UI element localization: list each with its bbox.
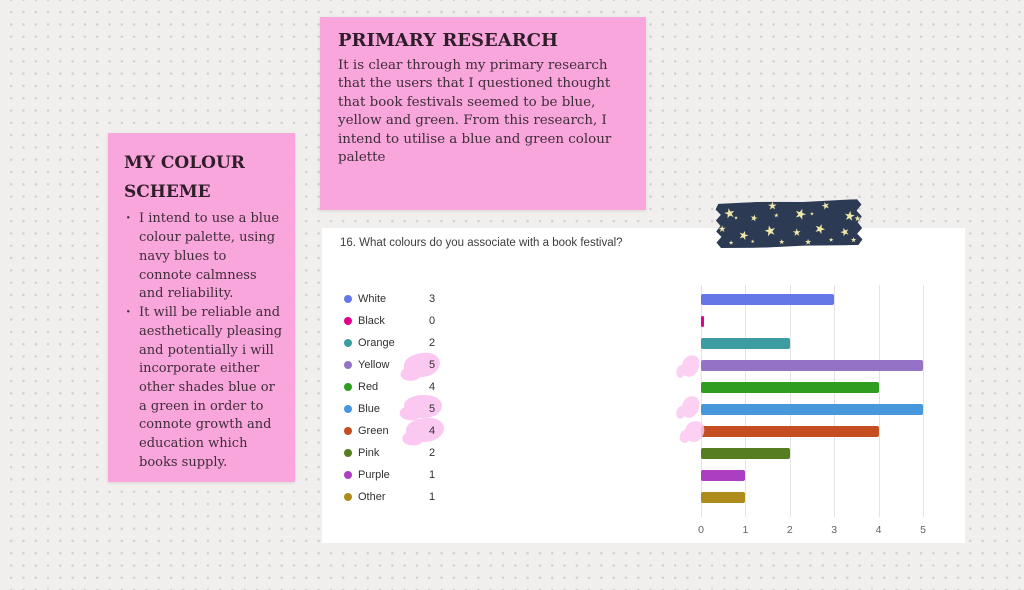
star-icon: ★ bbox=[850, 236, 857, 245]
star-icon: ★ bbox=[748, 212, 760, 224]
legend-row: Purple 1 bbox=[344, 464, 435, 486]
chart-legend: White 3 Black 0 Orange 2 Yellow 5 Red 4 Blue 5 Green… bbox=[344, 288, 435, 508]
star-icon: ★ bbox=[811, 219, 829, 238]
star-icon: ★ bbox=[736, 227, 751, 244]
bar-red bbox=[701, 382, 879, 393]
legend-color-dot-icon bbox=[344, 493, 352, 501]
legend-color-dot-icon bbox=[344, 361, 352, 369]
legend-response-count: 5 bbox=[429, 403, 436, 415]
legend-row: Pink 2 bbox=[344, 442, 435, 464]
star-icon: ★ bbox=[767, 200, 778, 213]
star-icon: ★ bbox=[792, 227, 802, 239]
bar-green bbox=[701, 426, 879, 437]
gridline bbox=[878, 285, 880, 517]
star-icon: ★ bbox=[728, 240, 734, 247]
star-icon: ★ bbox=[809, 212, 815, 218]
note-bullet: It will be reliable and aesthetically pl… bbox=[124, 304, 283, 472]
star-icon: ★ bbox=[778, 238, 785, 247]
sticky-note-colour-scheme[interactable]: MY COLOUR SCHEME I intend to use a blue … bbox=[108, 133, 295, 482]
star-icon: ★ bbox=[717, 223, 727, 234]
star-icon: ★ bbox=[820, 199, 832, 214]
note-title: MY COLOUR SCHEME bbox=[124, 153, 245, 203]
note-title: PRIMARY RESEARCH bbox=[338, 30, 558, 51]
washi-tape-sticker[interactable]: ★ ★ ★ ★ ★ ★ ★ ★ ★ ★ ★ ★ ★ ★ ★ ★ ★ ★ ★ ★ ★ ★ bbox=[715, 199, 862, 249]
legend-label: Black bbox=[358, 315, 385, 327]
x-axis-tick-label: 5 bbox=[920, 524, 926, 536]
legend-label: Other bbox=[358, 491, 386, 503]
star-icon: ★ bbox=[791, 206, 809, 225]
gridline bbox=[745, 285, 747, 517]
note-bullet-list: I intend to use a blue colour palette, u… bbox=[124, 210, 283, 472]
legend-row: Other 1 bbox=[344, 486, 435, 508]
bar-white bbox=[701, 294, 835, 305]
note-bullet: I intend to use a blue colour palette, u… bbox=[124, 210, 283, 304]
legend-label: Purple bbox=[358, 469, 390, 481]
bar-other bbox=[701, 492, 746, 503]
highlighter-blob[interactable] bbox=[679, 394, 702, 420]
x-axis-tick-label: 1 bbox=[742, 524, 749, 536]
survey-results-panel[interactable]: 16. What colours do you associate with a… bbox=[322, 228, 965, 543]
legend-row: Orange 2 bbox=[344, 332, 435, 354]
bar-chart-plot-area: 0 1 2 3 4 5 bbox=[698, 285, 943, 536]
bar-blue bbox=[701, 404, 923, 415]
legend-response-count: 1 bbox=[429, 491, 436, 503]
star-icon: ★ bbox=[762, 223, 779, 241]
legend-response-count: 2 bbox=[429, 447, 436, 459]
star-icon: ★ bbox=[750, 239, 756, 246]
legend-label: Blue bbox=[358, 403, 381, 415]
legend-response-count: 4 bbox=[429, 425, 436, 437]
legend-color-dot-icon bbox=[344, 339, 352, 347]
legend-response-count: 0 bbox=[429, 315, 436, 327]
legend-row: Black 0 bbox=[344, 310, 435, 332]
gridline bbox=[923, 285, 924, 517]
star-icon: ★ bbox=[804, 237, 812, 247]
legend-row: Red 4 bbox=[344, 376, 435, 398]
note-body: It is clear through my primary research … bbox=[338, 57, 612, 166]
legend-color-dot-icon bbox=[344, 383, 352, 391]
legend-color-dot-icon bbox=[344, 317, 352, 325]
legend-response-count: 3 bbox=[429, 293, 436, 305]
legend-label: White bbox=[358, 293, 387, 305]
gridline bbox=[701, 285, 702, 517]
bar-purple bbox=[701, 470, 746, 481]
x-axis-tick-label: 2 bbox=[786, 524, 793, 536]
bar-yellow bbox=[701, 360, 923, 371]
star-icon: ★ bbox=[733, 216, 739, 222]
legend-color-dot-icon bbox=[344, 427, 352, 435]
legend-color-dot-icon bbox=[344, 471, 352, 479]
x-axis-tick-label: 0 bbox=[698, 524, 704, 536]
legend-row: Yellow 5 bbox=[344, 354, 435, 376]
bar-black bbox=[701, 316, 704, 327]
x-axis-tick-label: 3 bbox=[831, 524, 838, 536]
legend-response-count: 1 bbox=[429, 469, 436, 481]
legend-color-dot-icon bbox=[344, 449, 352, 457]
legend-row: Blue 5 bbox=[344, 398, 435, 420]
highlighter-blob[interactable] bbox=[679, 353, 702, 379]
star-icon: ★ bbox=[828, 237, 834, 244]
gridline bbox=[789, 285, 791, 517]
legend-label: Green bbox=[358, 425, 389, 437]
star-icon: ★ bbox=[773, 213, 780, 220]
legend-row: White 3 bbox=[344, 288, 435, 310]
legend-color-dot-icon bbox=[344, 295, 352, 303]
legend-response-count: 4 bbox=[429, 381, 436, 393]
bar-orange bbox=[701, 338, 790, 349]
legend-label: Pink bbox=[358, 447, 380, 459]
legend-color-dot-icon bbox=[344, 405, 352, 413]
gridline bbox=[834, 285, 836, 517]
survey-question: 16. What colours do you associate with a… bbox=[340, 237, 623, 249]
legend-label: Orange bbox=[358, 337, 395, 349]
legend-response-count: 5 bbox=[429, 359, 436, 371]
legend-response-count: 2 bbox=[429, 337, 436, 349]
bar-pink bbox=[701, 448, 790, 459]
legend-label: Yellow bbox=[358, 359, 390, 371]
legend-row: Green 4 bbox=[344, 420, 435, 442]
star-icon: ★ bbox=[853, 213, 862, 224]
sticky-note-primary-research[interactable]: PRIMARY RESEARCH It is clear through my … bbox=[320, 17, 646, 210]
legend-label: Red bbox=[358, 381, 379, 393]
x-axis-tick-label: 4 bbox=[875, 524, 882, 536]
